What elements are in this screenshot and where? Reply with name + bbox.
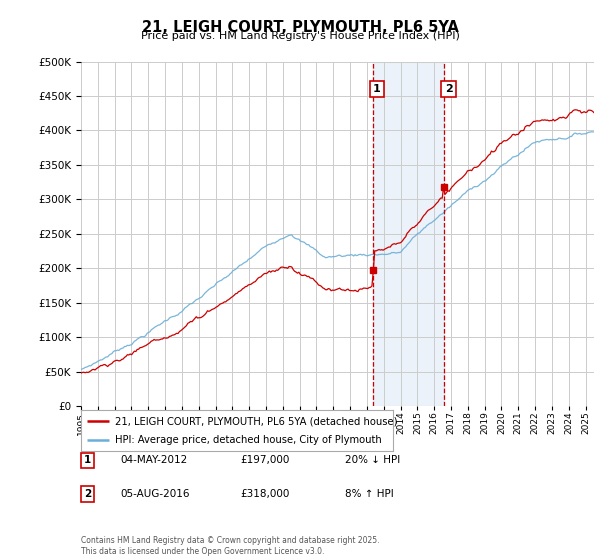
Text: 1: 1 bbox=[373, 84, 381, 94]
Text: Contains HM Land Registry data © Crown copyright and database right 2025.
This d: Contains HM Land Registry data © Crown c… bbox=[81, 536, 380, 556]
Text: 8% ↑ HPI: 8% ↑ HPI bbox=[345, 489, 394, 499]
Text: 2: 2 bbox=[445, 84, 452, 94]
Text: 05-AUG-2016: 05-AUG-2016 bbox=[120, 489, 190, 499]
Text: 2: 2 bbox=[84, 489, 91, 499]
Text: Price paid vs. HM Land Registry's House Price Index (HPI): Price paid vs. HM Land Registry's House … bbox=[140, 31, 460, 41]
Text: 1: 1 bbox=[84, 455, 91, 465]
Text: HPI: Average price, detached house, City of Plymouth: HPI: Average price, detached house, City… bbox=[115, 435, 382, 445]
Text: £318,000: £318,000 bbox=[240, 489, 289, 499]
Text: 21, LEIGH COURT, PLYMOUTH, PL6 5YA: 21, LEIGH COURT, PLYMOUTH, PL6 5YA bbox=[142, 20, 458, 35]
Text: £197,000: £197,000 bbox=[240, 455, 289, 465]
Bar bbox=[373, 62, 445, 406]
Text: 21, LEIGH COURT, PLYMOUTH, PL6 5YA (detached house): 21, LEIGH COURT, PLYMOUTH, PL6 5YA (deta… bbox=[115, 417, 398, 426]
Text: 04-MAY-2012: 04-MAY-2012 bbox=[120, 455, 187, 465]
Text: 20% ↓ HPI: 20% ↓ HPI bbox=[345, 455, 400, 465]
